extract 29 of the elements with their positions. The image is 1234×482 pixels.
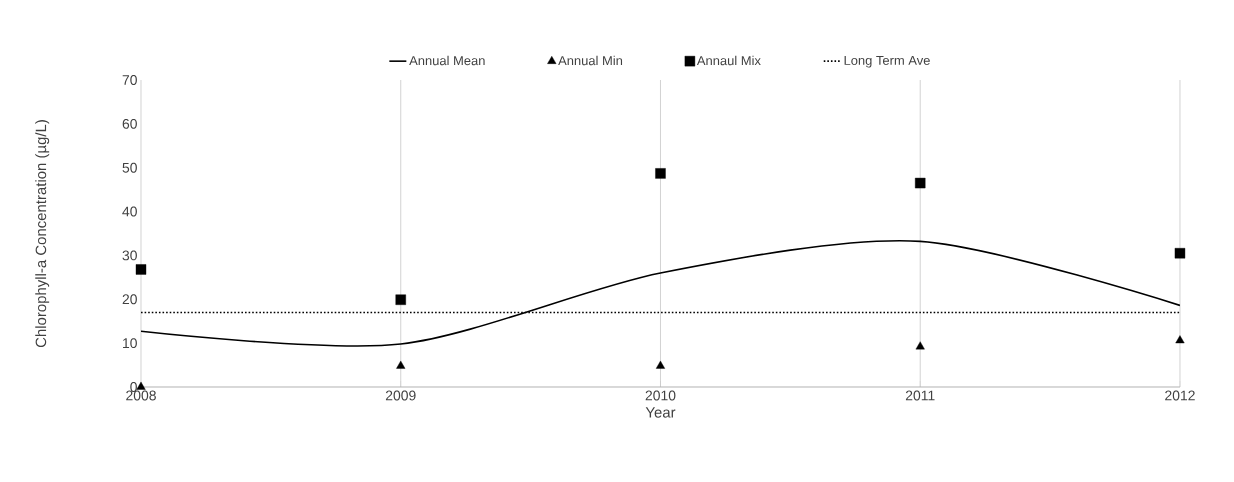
point xyxy=(135,264,147,275)
x-tick-label: 2011 xyxy=(905,390,935,401)
legend-label: Annual Min xyxy=(558,55,623,66)
point xyxy=(915,177,926,189)
y-tick-label: 20 xyxy=(122,294,137,305)
point xyxy=(396,360,406,369)
y-tick-label: 70 xyxy=(122,75,137,85)
legend-label: Annual Mean xyxy=(409,55,485,66)
x-axis-title: Year xyxy=(645,407,676,418)
y-tick-label: 0 xyxy=(130,382,137,392)
point xyxy=(655,360,666,369)
x-tick-label: 2010 xyxy=(645,390,676,401)
legend-label: Annaul Mix xyxy=(696,55,761,66)
point xyxy=(1174,248,1186,259)
y-tick-label: 60 xyxy=(122,118,137,129)
point xyxy=(1175,335,1185,344)
point xyxy=(395,294,406,305)
point xyxy=(655,168,666,179)
y-tick-label: 50 xyxy=(122,162,137,173)
x-tick-label: 2008 xyxy=(126,390,156,401)
point xyxy=(915,341,925,350)
y-tick-label: 40 xyxy=(122,206,137,217)
y-tick-label: 10 xyxy=(123,338,137,349)
legend-label: Long Term Ave xyxy=(844,55,930,68)
x-tick-label: 2012 xyxy=(1165,390,1195,401)
y-axis-title: Chlorophyll-a Concentration (µg/L) xyxy=(35,120,50,348)
y-tick-label: 30 xyxy=(122,250,137,261)
x-tick-label: 2009 xyxy=(385,390,416,401)
point xyxy=(136,381,146,390)
